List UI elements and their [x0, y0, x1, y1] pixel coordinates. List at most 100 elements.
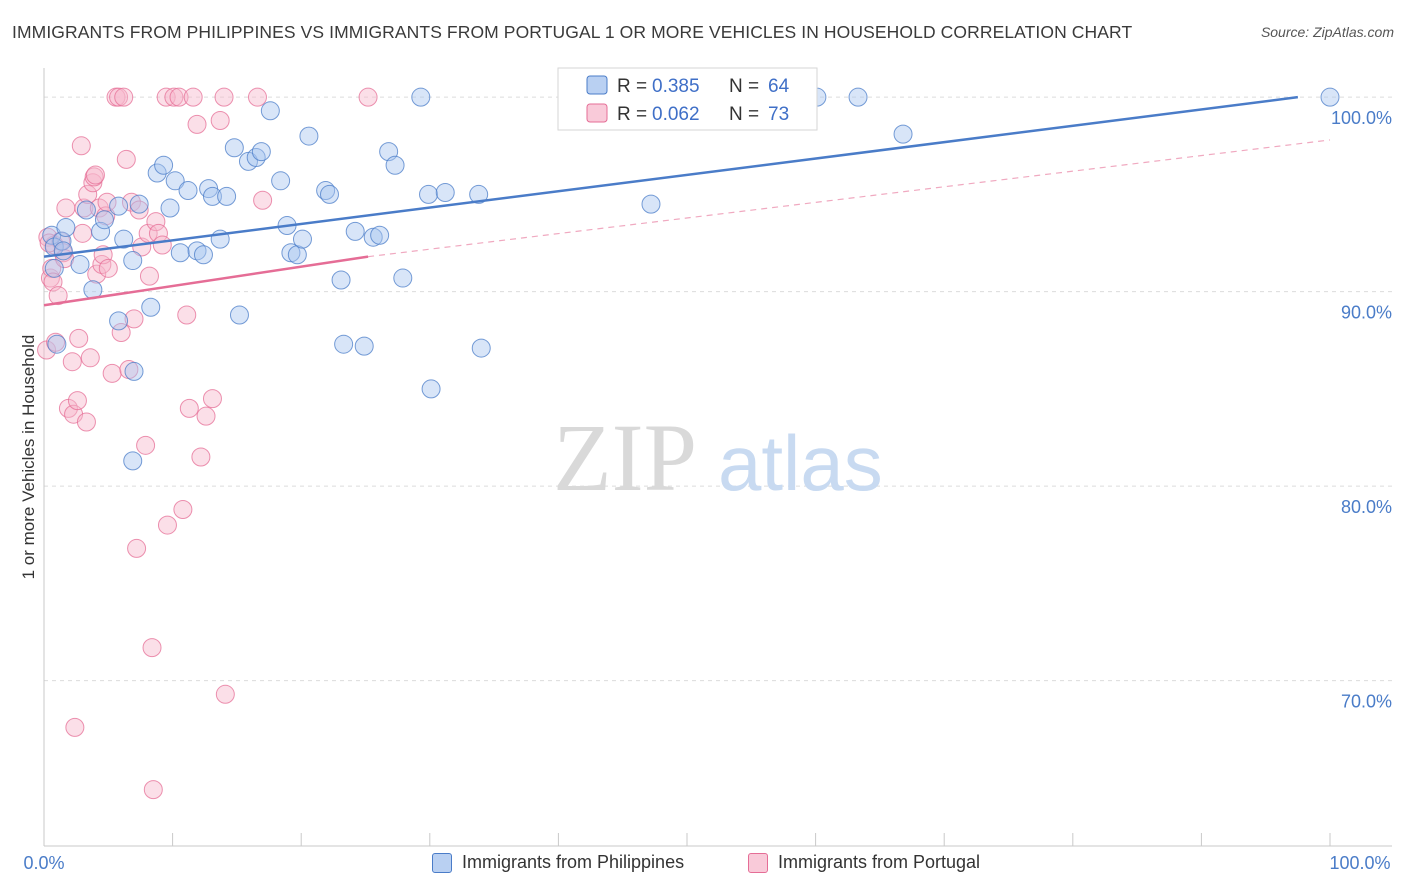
portugal-point	[169, 87, 189, 107]
philippines-point	[193, 245, 213, 265]
philippines-point	[421, 379, 441, 399]
portugal-point	[247, 87, 267, 107]
philippines-point	[411, 87, 431, 107]
philippines-point	[217, 186, 237, 206]
legend-n-label: N =	[729, 104, 759, 125]
series-philippines-points	[42, 87, 1340, 471]
philippines-point	[70, 254, 90, 274]
portugal-point	[80, 348, 100, 368]
philippines-point	[224, 138, 244, 158]
philippines-point	[76, 200, 96, 220]
philippines-point	[363, 227, 383, 247]
stats-legend: R = 0.385 N = 64 R = 0.062 N = 73	[557, 67, 818, 131]
portugal-point	[109, 87, 129, 107]
philippines-point	[91, 221, 111, 241]
philippines-point	[260, 101, 280, 121]
axes	[43, 68, 1392, 847]
philippines-point	[287, 245, 307, 265]
philippines-point	[435, 182, 455, 202]
legend-r-label: R =	[617, 104, 647, 125]
chart-title: IMMIGRANTS FROM PHILIPPINES VS IMMIGRANT…	[12, 22, 1133, 42]
portugal-point	[85, 165, 105, 185]
portugal-point	[98, 258, 118, 278]
portugal-point	[71, 136, 91, 156]
y-axis-label: 1 or more Vehicles in Household	[19, 335, 38, 580]
philippines-point	[114, 229, 134, 249]
philippines-point	[170, 243, 190, 263]
philippines-point	[471, 338, 491, 358]
portugal-point	[210, 111, 230, 131]
y-tick-labels: 100.0% 90.0% 80.0% 70.0%	[1331, 108, 1392, 711]
legend-swatch-blue	[586, 75, 608, 95]
philippines-point	[44, 258, 64, 278]
series-portugal-points	[37, 87, 378, 800]
philippines-point	[385, 155, 405, 175]
philippines-point	[848, 87, 868, 107]
watermark-zip: ZIP	[553, 404, 697, 511]
philippines-point	[334, 334, 354, 354]
portugal-point	[124, 309, 144, 329]
legend-item-philippines[interactable]: Immigrants from Philippines	[432, 852, 684, 873]
portugal-point	[56, 198, 76, 218]
portugal-point	[157, 515, 177, 535]
philippines-point	[299, 126, 319, 146]
philippines-point	[292, 229, 312, 249]
philippines-point	[123, 251, 143, 271]
portugal-point	[73, 223, 93, 243]
philippines-point	[202, 186, 222, 206]
portugal-point	[67, 391, 87, 411]
legend-n-label: N =	[729, 76, 759, 97]
trend-line-portugal-extension	[367, 139, 1331, 258]
legend-item-portugal[interactable]: Immigrants from Portugal	[748, 852, 980, 873]
watermark: ZIP atlas	[553, 404, 883, 511]
grid-lines	[44, 96, 1392, 682]
philippines-point	[47, 334, 67, 354]
trend-line-portugal	[43, 255, 369, 307]
philippines-point	[331, 270, 351, 290]
legend-label-portugal: Immigrants from Portugal	[778, 852, 981, 872]
portugal-point	[129, 200, 149, 220]
philippines-point	[281, 243, 301, 263]
philippines-point	[893, 124, 913, 144]
legend-label-philippines: Immigrants from Philippines	[462, 852, 685, 872]
portugal-point	[177, 305, 197, 325]
legend-swatch-pink	[748, 852, 768, 873]
portugal-point	[202, 389, 222, 409]
trend-line-philippines	[43, 95, 1299, 258]
x-tick-label-end: 100.0%	[1329, 853, 1390, 873]
portugal-point	[183, 87, 203, 107]
y-tick-label: 80.0%	[1341, 497, 1392, 517]
portugal-point	[214, 87, 234, 107]
philippines-point	[229, 305, 249, 325]
philippines-point	[469, 184, 489, 204]
watermark-atlas: atlas	[718, 419, 883, 507]
legend-r-value-portugal: 0.062	[652, 104, 700, 125]
philippines-point	[160, 198, 180, 218]
philippines-point	[124, 361, 144, 381]
source-label: Source: ZipAtlas.com	[1260, 24, 1394, 40]
portugal-point	[48, 286, 68, 306]
portugal-point	[114, 87, 134, 107]
legend-swatch-pink	[586, 103, 608, 123]
portugal-point	[215, 684, 235, 704]
philippines-point	[1320, 87, 1340, 107]
philippines-point	[56, 217, 76, 237]
portugal-point	[76, 412, 96, 432]
philippines-point	[178, 181, 198, 201]
portugal-point	[87, 264, 107, 284]
portugal-point	[191, 447, 211, 467]
philippines-point	[641, 194, 661, 214]
portugal-point	[69, 328, 89, 348]
portugal-point	[152, 235, 172, 255]
portugal-point	[102, 363, 122, 383]
portugal-point	[196, 406, 216, 426]
y-tick-label: 100.0%	[1331, 108, 1392, 128]
philippines-point	[154, 155, 174, 175]
philippines-point	[165, 171, 185, 191]
philippines-point	[109, 311, 129, 331]
philippines-point	[109, 196, 129, 216]
philippines-point	[271, 171, 291, 191]
x-tick-label-start: 0.0%	[23, 853, 64, 873]
philippines-point	[345, 221, 365, 241]
